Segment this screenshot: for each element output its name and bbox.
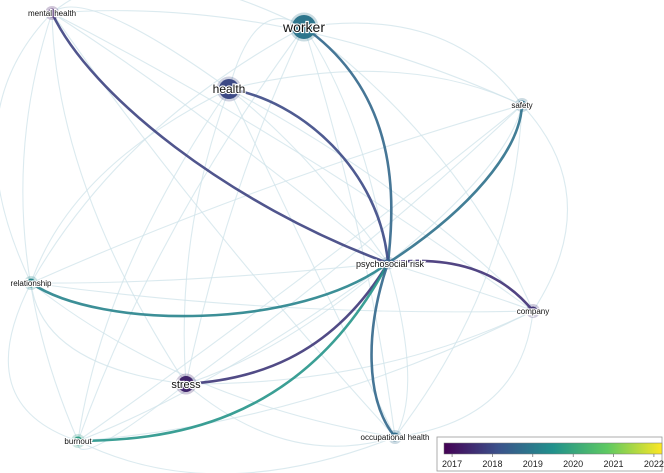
link-psychosocial-risk-relationship [29, 261, 390, 318]
legend-tick-label: 2020 [563, 459, 583, 469]
node-psychosocial-risk[interactable]: psychosocial risk [355, 256, 426, 270]
link-psychosocial-risk-safety [386, 103, 524, 265]
node-label: occupational health [361, 433, 430, 442]
faint-link [303, 26, 396, 438]
faint-link [394, 104, 523, 438]
link-psychosocial-risk-burnout [76, 261, 390, 443]
faint-link [228, 70, 523, 106]
faint-link [303, 26, 389, 264]
legend-tick-label: 2022 [644, 459, 664, 469]
link-psychosocial-risk-company [386, 259, 535, 313]
link-psychosocial-risk-stress [184, 261, 390, 386]
node-circle[interactable] [219, 79, 239, 99]
node-label: health [213, 82, 246, 96]
faint-link [77, 383, 187, 450]
faint-link [51, 12, 534, 312]
node-circle[interactable] [26, 278, 36, 288]
faint-link [185, 104, 523, 385]
faint-link [77, 436, 396, 473]
node-circle[interactable] [292, 15, 316, 39]
faint-link [521, 104, 568, 312]
faint-link [77, 26, 305, 442]
faint-link [30, 26, 305, 284]
faint-link [387, 104, 523, 264]
faint-link [303, 22, 523, 106]
faint-link [185, 310, 534, 385]
node-label: stress [171, 379, 201, 391]
faint-link [228, 88, 389, 264]
faint-link [51, 12, 187, 385]
node-label: safety [511, 101, 532, 110]
node-company[interactable]: company [516, 304, 550, 318]
faint-link [22, 12, 79, 442]
strong-links-layer [29, 11, 535, 443]
faint-link [51, 6, 230, 90]
node-label: relationship [11, 279, 52, 288]
node-occupational-health[interactable]: occupational health [359, 430, 431, 444]
faint-link [51, 10, 523, 106]
faint-link [185, 262, 389, 385]
faint-link [77, 88, 230, 442]
legend-tick-label: 2017 [442, 459, 462, 469]
node-health[interactable]: health [212, 76, 246, 102]
link-psychosocial-risk-worker [302, 25, 393, 265]
faint-link [387, 262, 534, 312]
nodes-layer: worker mental health health safety psychosoc… [9, 6, 550, 448]
faint-link [387, 262, 409, 438]
link-psychosocial-risk-health [227, 87, 390, 265]
faint-link [30, 262, 389, 284]
faint-link [30, 282, 187, 385]
node-circle[interactable] [178, 376, 194, 392]
node-label: company [517, 307, 549, 316]
faint-link [77, 104, 523, 442]
node-label: psychosocial risk [356, 259, 425, 269]
faint-link [51, 12, 389, 264]
legend-tick-label: 2018 [482, 459, 502, 469]
node-circle[interactable] [517, 100, 527, 110]
faint-link [394, 310, 534, 438]
faint-link [183, 88, 230, 385]
faint-link [185, 26, 305, 385]
node-relationship[interactable]: relationship [9, 276, 53, 290]
faint-link [51, 0, 305, 28]
node-label: worker [282, 19, 325, 35]
faint-link [30, 282, 396, 438]
faint-link [77, 310, 534, 442]
faint-link [228, 88, 534, 312]
legend-colorbar [443, 442, 663, 455]
node-circle[interactable] [528, 306, 538, 316]
node-safety[interactable]: safety [510, 98, 534, 112]
link-psychosocial-risk-mental-health [50, 11, 390, 265]
legend-tick-label: 2019 [523, 459, 543, 469]
faint-link [185, 383, 396, 447]
link-psychosocial-risk-occupational-health [370, 261, 397, 439]
faint-link [0, 12, 53, 284]
year-legend: 2017 2018 2019 2020 2021 2022 [436, 436, 664, 472]
legend-tick-label: 2021 [604, 459, 624, 469]
node-worker[interactable]: worker [281, 12, 326, 42]
node-label: burnout [64, 437, 92, 446]
faint-links-layer [0, 0, 568, 473]
node-mental-health[interactable]: mental health [27, 6, 77, 20]
node-circle[interactable] [73, 436, 83, 446]
faint-link [303, 26, 534, 312]
faint-link [7, 282, 79, 442]
node-circle[interactable] [47, 8, 57, 18]
faint-link [30, 88, 230, 284]
node-circle[interactable] [390, 432, 400, 442]
node-burnout[interactable]: burnout [63, 434, 93, 448]
faint-link [77, 262, 389, 442]
node-label: mental health [28, 9, 76, 18]
node-circle[interactable] [384, 259, 392, 267]
faint-link [51, 12, 396, 438]
faint-link [30, 104, 523, 284]
node-stress[interactable]: stress [170, 373, 202, 395]
